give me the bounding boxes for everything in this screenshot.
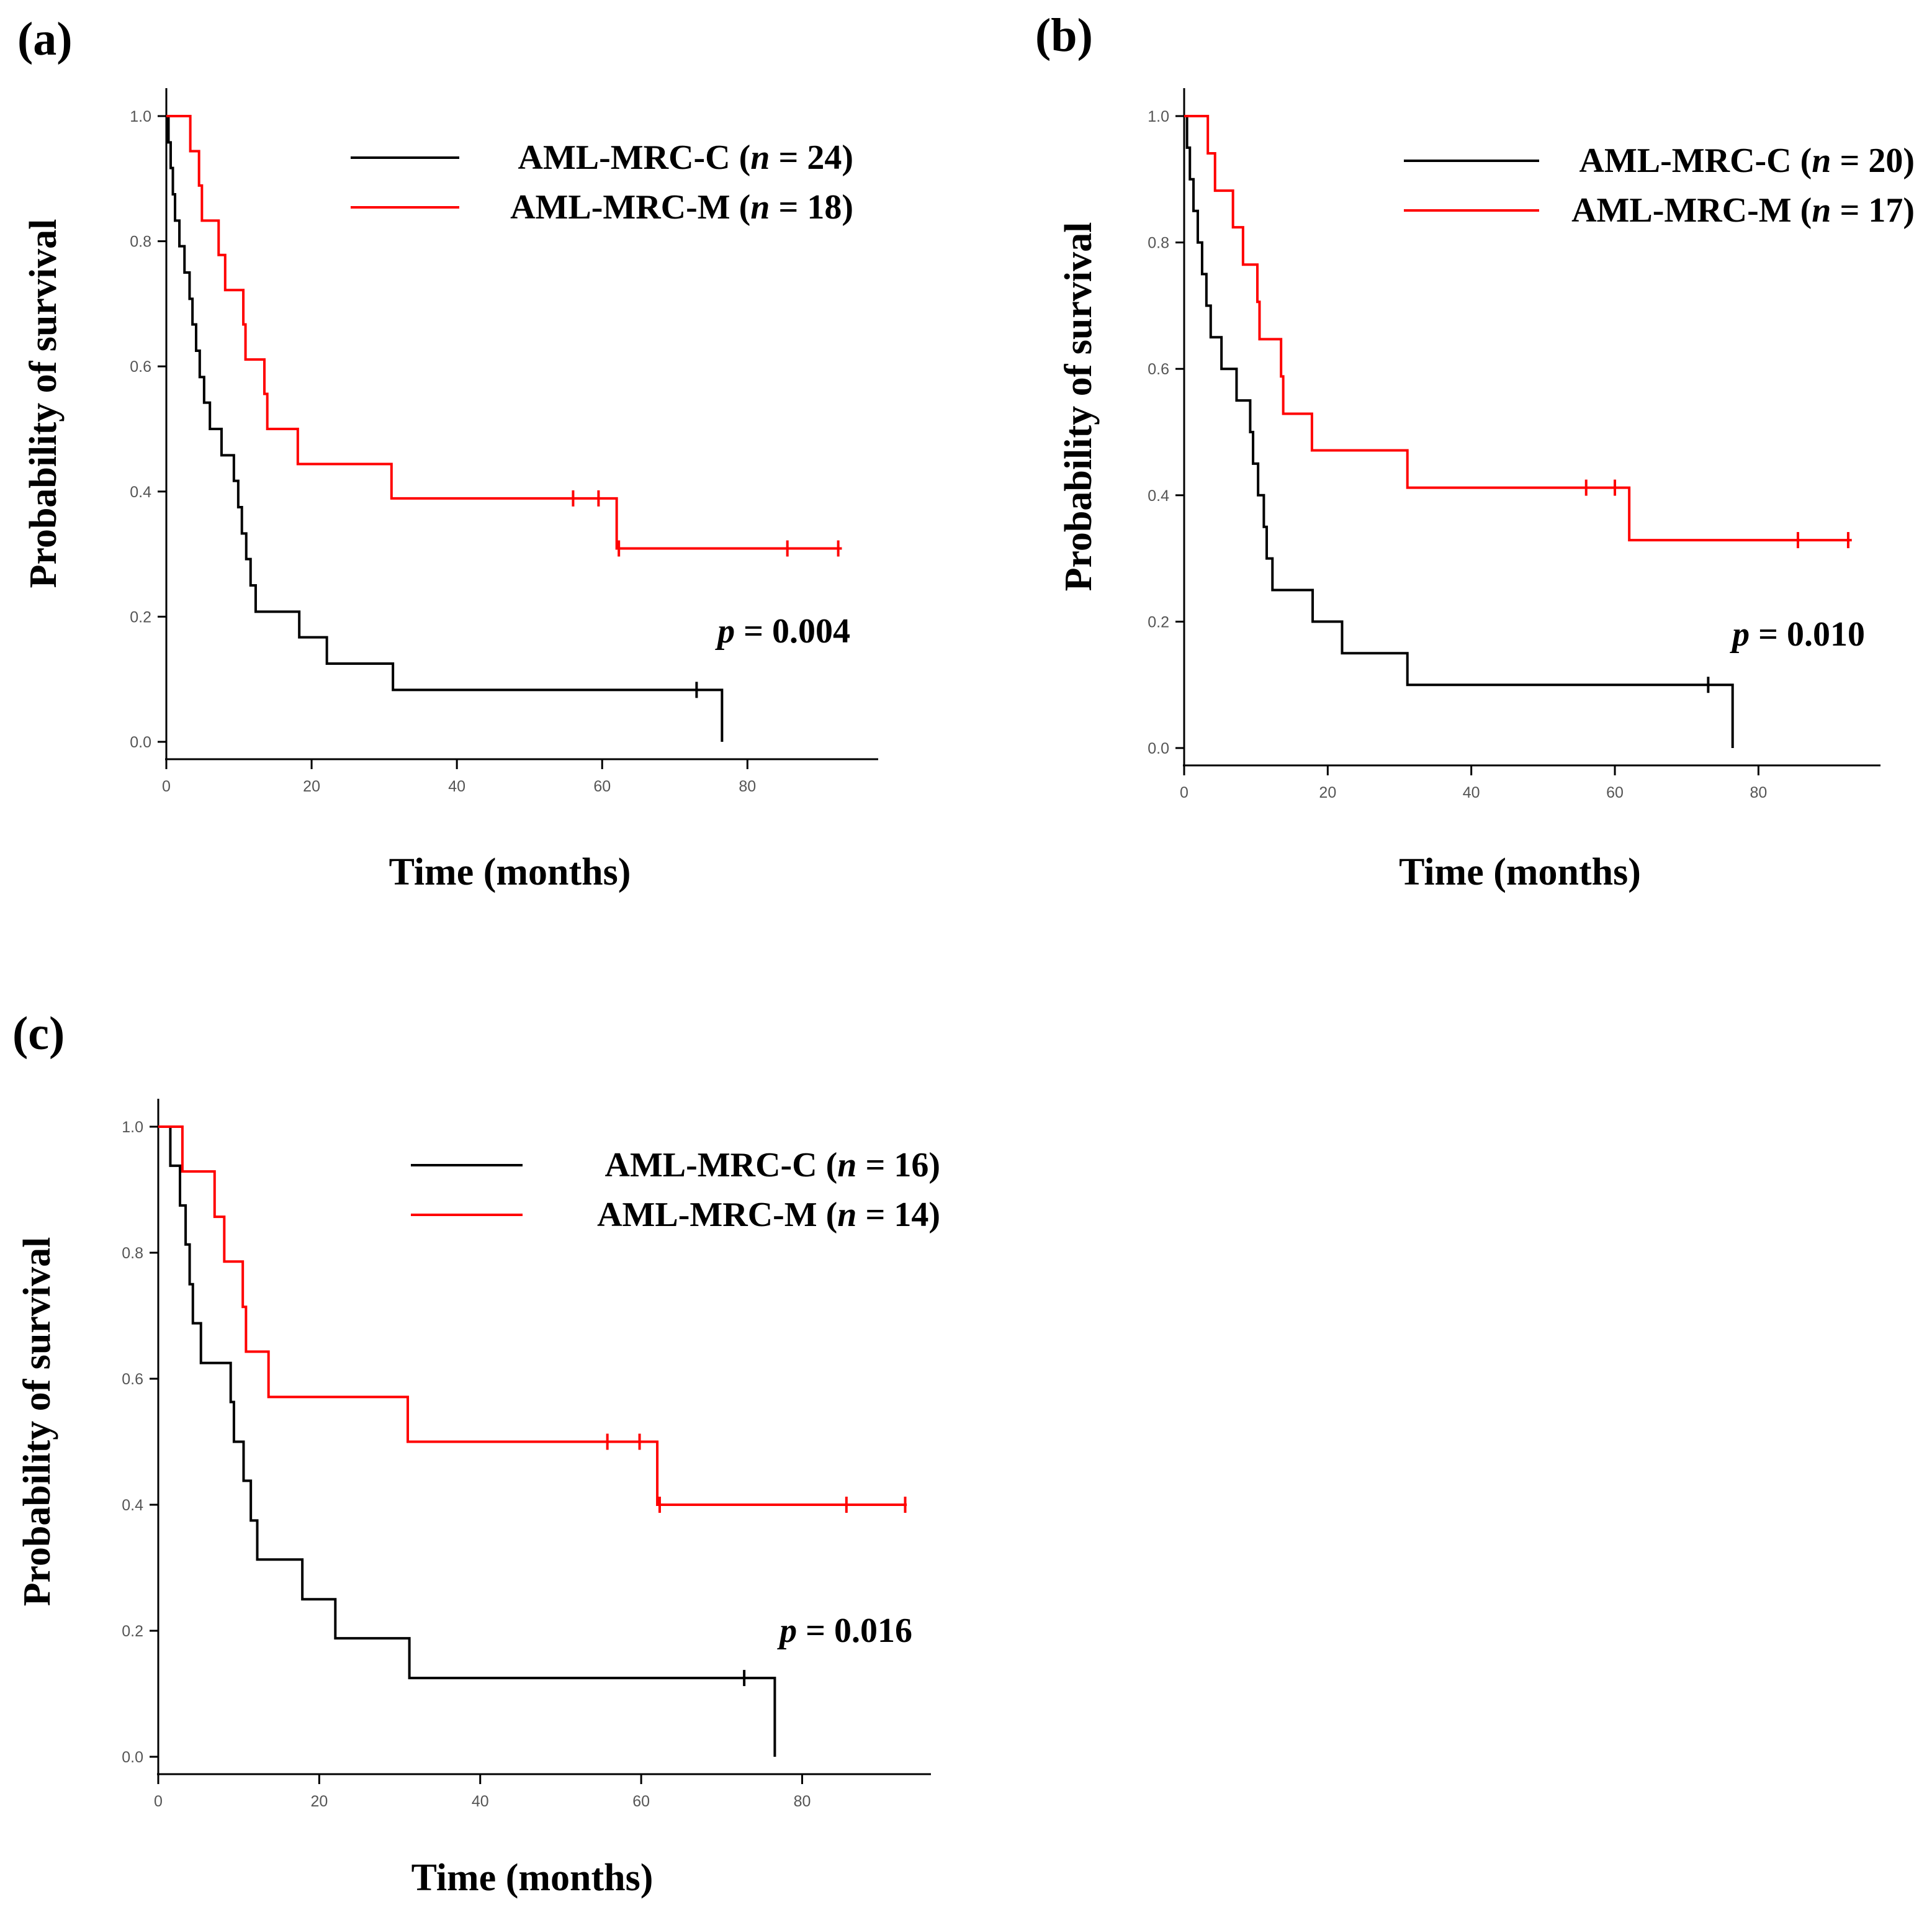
legend-part: (	[817, 1146, 838, 1184]
x-tick-label: 20	[1319, 784, 1336, 801]
legend-part: (	[730, 138, 751, 177]
y-tick-label: 0.0	[1148, 740, 1169, 757]
x-tick-label: 40	[472, 1793, 489, 1810]
legend-part: n	[1812, 191, 1831, 230]
y-tick-label: 0.4	[1148, 487, 1169, 505]
legend-part: (	[730, 188, 751, 227]
km-panel-b: (b) 0.0 0.2 0.4 0.6 0.8 1.0 0 20 40 60 80 Probabilit…	[1035, 9, 1915, 893]
legend-part: n	[1812, 142, 1831, 180]
legend-part: (	[1792, 142, 1812, 180]
x-axis-title: Time (months)	[1399, 851, 1641, 893]
p-symbol: p	[777, 1612, 797, 1650]
y-tick-label: 0.2	[130, 608, 151, 626]
y-tick-label: 1.0	[122, 1119, 143, 1136]
curve-aml-mrc-c	[166, 115, 724, 742]
legend-part: n	[750, 138, 770, 177]
km-panel-c: (c) 0.0 0.2 0.4 0.6 0.8 1.0 0 20 40 60 80 Probabilit…	[12, 1008, 940, 1899]
x-axis-title: Time (months)	[411, 1857, 654, 1899]
legend-part: AML-MRC-C	[605, 1146, 817, 1184]
x-tick-label: 80	[739, 778, 756, 795]
y-tick-label: 0.0	[122, 1749, 143, 1766]
y-tick-label: 0.4	[122, 1497, 143, 1514]
legend-part: (	[817, 1196, 838, 1234]
panel-label: (a)	[17, 13, 73, 65]
y-tick-label: 0.6	[1148, 361, 1169, 378]
legend-part: AML-MRC-C	[518, 138, 730, 177]
km-panel-a: (a) 0.0 0.2 0.4 0.6 0.8 1.0 0 20 40 60 80 Probabilit…	[17, 13, 878, 893]
legend-part: AML-MRC-M	[597, 1196, 817, 1234]
legend-part: = 20)	[1831, 142, 1915, 180]
p-text: = 0.016	[797, 1612, 912, 1650]
legend-part: AML-MRC-C	[1579, 142, 1792, 180]
x-tick-label: 0	[154, 1793, 163, 1810]
y-tick-label: 0.8	[1148, 235, 1169, 252]
panel-label: (c)	[12, 1008, 65, 1060]
x-tick-label: 80	[794, 1793, 811, 1810]
p-text: = 0.010	[1750, 615, 1865, 654]
y-axis-title: Probability of survival	[22, 219, 65, 588]
x-tick-label: 60	[632, 1793, 650, 1810]
x-tick-label: 0	[1180, 784, 1188, 801]
legend-part: = 14)	[856, 1196, 940, 1234]
legend-part: n	[750, 188, 770, 227]
y-tick-label: 1.0	[130, 108, 151, 125]
y-axis-title: Probability of survival	[1058, 222, 1100, 592]
x-tick-label: 20	[303, 778, 320, 795]
legend-label: AML-MRC-C (n = 20)	[1579, 142, 1915, 180]
y-tick-label: 0.6	[130, 358, 151, 376]
y-tick-label: 0.2	[122, 1623, 143, 1640]
legend-part: = 16)	[856, 1146, 940, 1184]
panel-label: (b)	[1035, 9, 1093, 61]
x-tick-label: 60	[593, 778, 611, 795]
p-text: = 0.004	[735, 612, 850, 651]
p-symbol: p	[715, 612, 735, 651]
legend-label: AML-MRC-C (n = 16)	[605, 1146, 941, 1184]
p-value: p = 0.004	[715, 612, 850, 651]
legend-part: = 24)	[770, 138, 853, 177]
legend-part: = 17)	[1831, 191, 1915, 230]
y-tick-label: 1.0	[1148, 108, 1169, 125]
legend-part: n	[837, 1196, 856, 1234]
curve-aml-mrc-m	[166, 115, 842, 550]
p-value: p = 0.016	[777, 1612, 912, 1650]
x-tick-label: 0	[162, 778, 171, 795]
curve-aml-mrc-m	[1184, 115, 1852, 542]
curve-aml-mrc-c	[158, 1125, 776, 1757]
y-axis-title: Probability of survival	[16, 1237, 58, 1607]
legend-part: = 18)	[770, 188, 853, 227]
x-tick-label: 40	[448, 778, 465, 795]
x-axis-title: Time (months)	[389, 851, 631, 893]
y-tick-label: 0.2	[1148, 613, 1169, 631]
curve-aml-mrc-m	[158, 1125, 907, 1506]
legend-label: AML-MRC-M (n = 18)	[510, 188, 853, 227]
p-symbol: p	[1730, 615, 1750, 654]
y-tick-label: 0.0	[130, 734, 151, 751]
legend-label: AML-MRC-C (n = 24)	[518, 138, 854, 177]
legend-label: AML-MRC-M (n = 14)	[597, 1196, 940, 1234]
x-tick-label: 60	[1606, 784, 1624, 801]
y-tick-label: 0.8	[122, 1245, 143, 1262]
legend-part: (	[1792, 191, 1812, 230]
legend-part: AML-MRC-M	[510, 188, 730, 227]
x-tick-label: 20	[310, 1793, 328, 1810]
curve-aml-mrc-c	[1184, 115, 1734, 748]
x-tick-label: 80	[1750, 784, 1767, 801]
legend-label: AML-MRC-M (n = 17)	[1571, 191, 1915, 230]
x-tick-label: 40	[1463, 784, 1480, 801]
legend-part: n	[837, 1146, 856, 1184]
y-tick-label: 0.4	[130, 484, 151, 501]
y-tick-label: 0.8	[130, 233, 151, 251]
p-value: p = 0.010	[1730, 615, 1865, 654]
legend-part: AML-MRC-M	[1571, 191, 1792, 230]
y-tick-label: 0.6	[122, 1371, 143, 1388]
